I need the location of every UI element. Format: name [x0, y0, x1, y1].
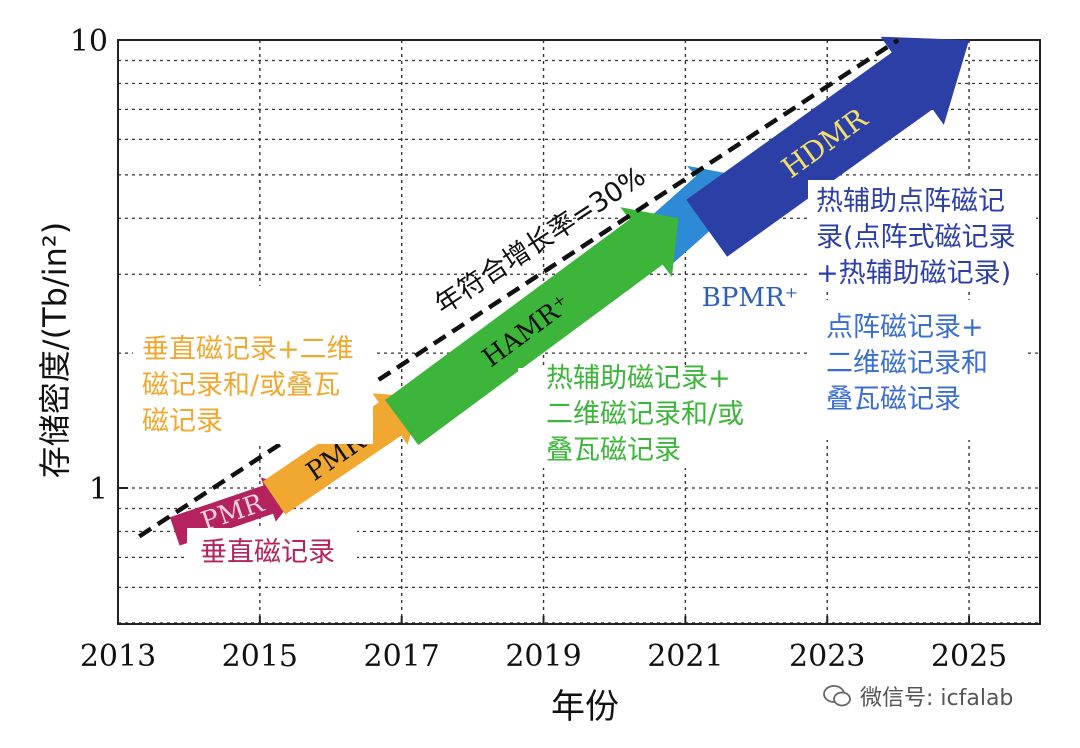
- x-tick-label: 2017: [364, 639, 440, 674]
- x-tick-label: 2013: [80, 639, 156, 674]
- ann-box-pmr: [187, 528, 357, 572]
- x-tick-label: 2019: [505, 639, 581, 674]
- annotation-line: 热辅助磁记录+: [546, 363, 731, 394]
- ann-box-bpmr-plus: [808, 300, 1026, 440]
- y-tick-label: 1: [89, 472, 108, 507]
- x-tick-label: 2023: [789, 639, 865, 674]
- ticks: 2013 2015 2017 2019 2021 2023 2025 1 10 年份 存储密度/(T…: [36, 24, 1007, 727]
- annotation-pmr: 垂直磁记录: [200, 537, 335, 568]
- annotation-line: 二维磁记录和/或: [546, 399, 745, 430]
- y-axis-label: 存储密度/(Tb/in²): [36, 222, 74, 478]
- annotation-line: 录(点阵式磁记录: [816, 222, 1016, 253]
- ann-box-pmr-plus: [133, 286, 373, 444]
- wechat-icon: [823, 685, 851, 707]
- annotation-line: 垂直磁记录+二维: [142, 334, 354, 365]
- watermark: 微信号: icfalab: [822, 680, 1013, 712]
- x-tick-label: 2025: [931, 639, 1007, 674]
- y-tick-label: 10: [70, 24, 108, 59]
- annotation-line: 点阵磁记录+: [826, 312, 984, 343]
- trend-line-path: [138, 38, 900, 539]
- arrow-hamr-plus: [385, 207, 679, 446]
- plot-frame: [117, 39, 1041, 625]
- annotation-line: 热辅助点阵磁记: [816, 186, 1005, 217]
- annotation-bpmr-plus: 点阵磁记录+ 二维磁记录和 叠瓦磁记录: [826, 310, 988, 418]
- annotation-line: 叠瓦磁记录: [546, 435, 681, 466]
- arrow-hdmr: [686, 36, 970, 257]
- ann-box-hdmr: [808, 180, 1036, 288]
- watermark-text: 微信号: icfalab: [860, 686, 1014, 711]
- annotation-hamr-plus: 热辅助磁记录+ 二维磁记录和/或 叠瓦磁记录: [546, 361, 744, 469]
- ann-box-hamr-plus: [518, 368, 782, 468]
- series-label: BPMR⁺: [702, 283, 799, 313]
- annotation-pmr-plus: 垂直磁记录+二维 磁记录和/或叠瓦 磁记录: [142, 332, 354, 440]
- x-tick-label: 2015: [222, 639, 298, 674]
- annotation-line: 磁记录和/或叠瓦: [142, 370, 341, 401]
- annotation-line: 二维磁记录和: [826, 348, 988, 379]
- x-axis-label: 年份: [551, 687, 619, 727]
- arrow-pmr-plus: [262, 393, 423, 515]
- annotation-line: +热辅助磁记录): [816, 258, 1012, 289]
- annotation-hdmr: 热辅助点阵磁记 录(点阵式磁记录 +热辅助磁记录): [816, 184, 1016, 292]
- x-tick-label: 2021: [647, 639, 723, 674]
- annotation-line: 叠瓦磁记录: [826, 384, 961, 415]
- annotation-line: 磁记录: [142, 406, 223, 437]
